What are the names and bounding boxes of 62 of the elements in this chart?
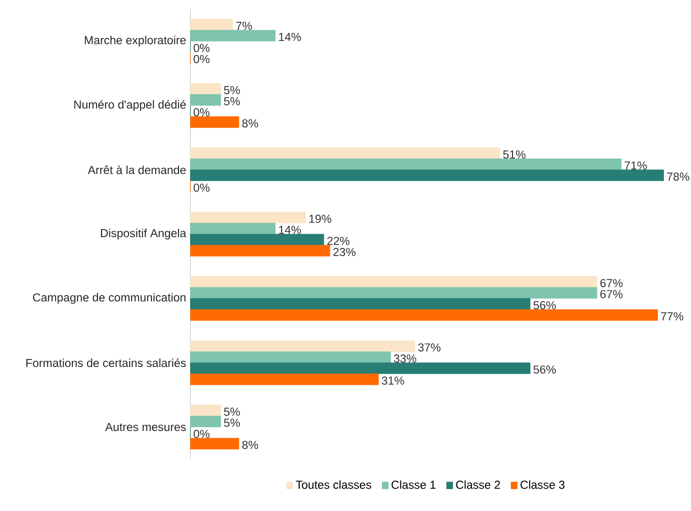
bar	[190, 309, 658, 321]
data-label: 51%	[503, 150, 526, 159]
y-tick-label: Marche exploratoire	[84, 36, 186, 47]
bar	[190, 19, 234, 30]
data-label: 77%	[661, 312, 684, 321]
data-label: 78%	[667, 172, 690, 181]
bar	[190, 374, 379, 386]
bar	[190, 245, 330, 257]
data-label: 67%	[600, 290, 623, 298]
data-label: 22%	[327, 237, 350, 246]
data-label: 5%	[224, 86, 240, 94]
y-tick-label: Campagne de communication	[33, 293, 186, 304]
y-tick-label: Autres mesures	[105, 423, 186, 432]
data-label: 31%	[382, 376, 404, 385]
bar	[190, 148, 500, 160]
legend-label: Classe 3	[520, 480, 565, 490]
data-label: 56%	[534, 366, 556, 374]
bar	[190, 352, 391, 364]
y-tick-label: Numéro d'appel dédié	[74, 100, 186, 112]
bar	[190, 287, 598, 299]
bar	[190, 438, 240, 450]
bar	[190, 416, 221, 428]
data-label: 8%	[242, 119, 258, 128]
bar	[190, 223, 276, 234]
data-label: 5%	[224, 408, 240, 416]
data-label: 37%	[418, 343, 440, 352]
data-label: 7%	[236, 22, 252, 30]
data-label: 8%	[242, 440, 258, 450]
bar	[190, 116, 240, 128]
bar	[190, 276, 598, 288]
bar	[190, 30, 276, 42]
data-label: 67%	[600, 279, 623, 288]
data-label: 5%	[224, 97, 240, 106]
legend-label: Toutes classes	[296, 480, 372, 490]
legend-label: Classe 2	[456, 480, 500, 490]
data-label: 14%	[279, 226, 301, 234]
y-tick-label: Arrêt à la demande	[88, 166, 186, 174]
data-label: 5%	[224, 418, 240, 428]
bar	[190, 404, 221, 416]
y-tick-label: Dispositif Angela	[100, 228, 186, 240]
data-label: 71%	[624, 162, 647, 170]
data-label: 56%	[534, 301, 556, 310]
data-label: 23%	[333, 248, 356, 256]
legend-label: Classe 1	[392, 480, 436, 490]
data-label: 33%	[394, 354, 416, 363]
bar	[190, 170, 664, 182]
data-label: 0%	[194, 55, 210, 64]
bar	[190, 158, 622, 170]
bar	[190, 362, 530, 374]
bar	[190, 83, 221, 95]
data-label: 0%	[194, 108, 210, 117]
bar	[190, 234, 324, 246]
data-label: 0%	[194, 44, 210, 52]
data-label: 14%	[279, 33, 301, 42]
data-label: 19%	[309, 214, 332, 224]
bar	[190, 94, 221, 106]
data-label: 0%	[194, 184, 210, 192]
bar	[190, 340, 416, 352]
y-tick-label: Formations de certains salariés	[26, 358, 186, 368]
bar	[190, 212, 306, 224]
bar	[190, 298, 530, 310]
data-label: 0%	[194, 430, 210, 438]
